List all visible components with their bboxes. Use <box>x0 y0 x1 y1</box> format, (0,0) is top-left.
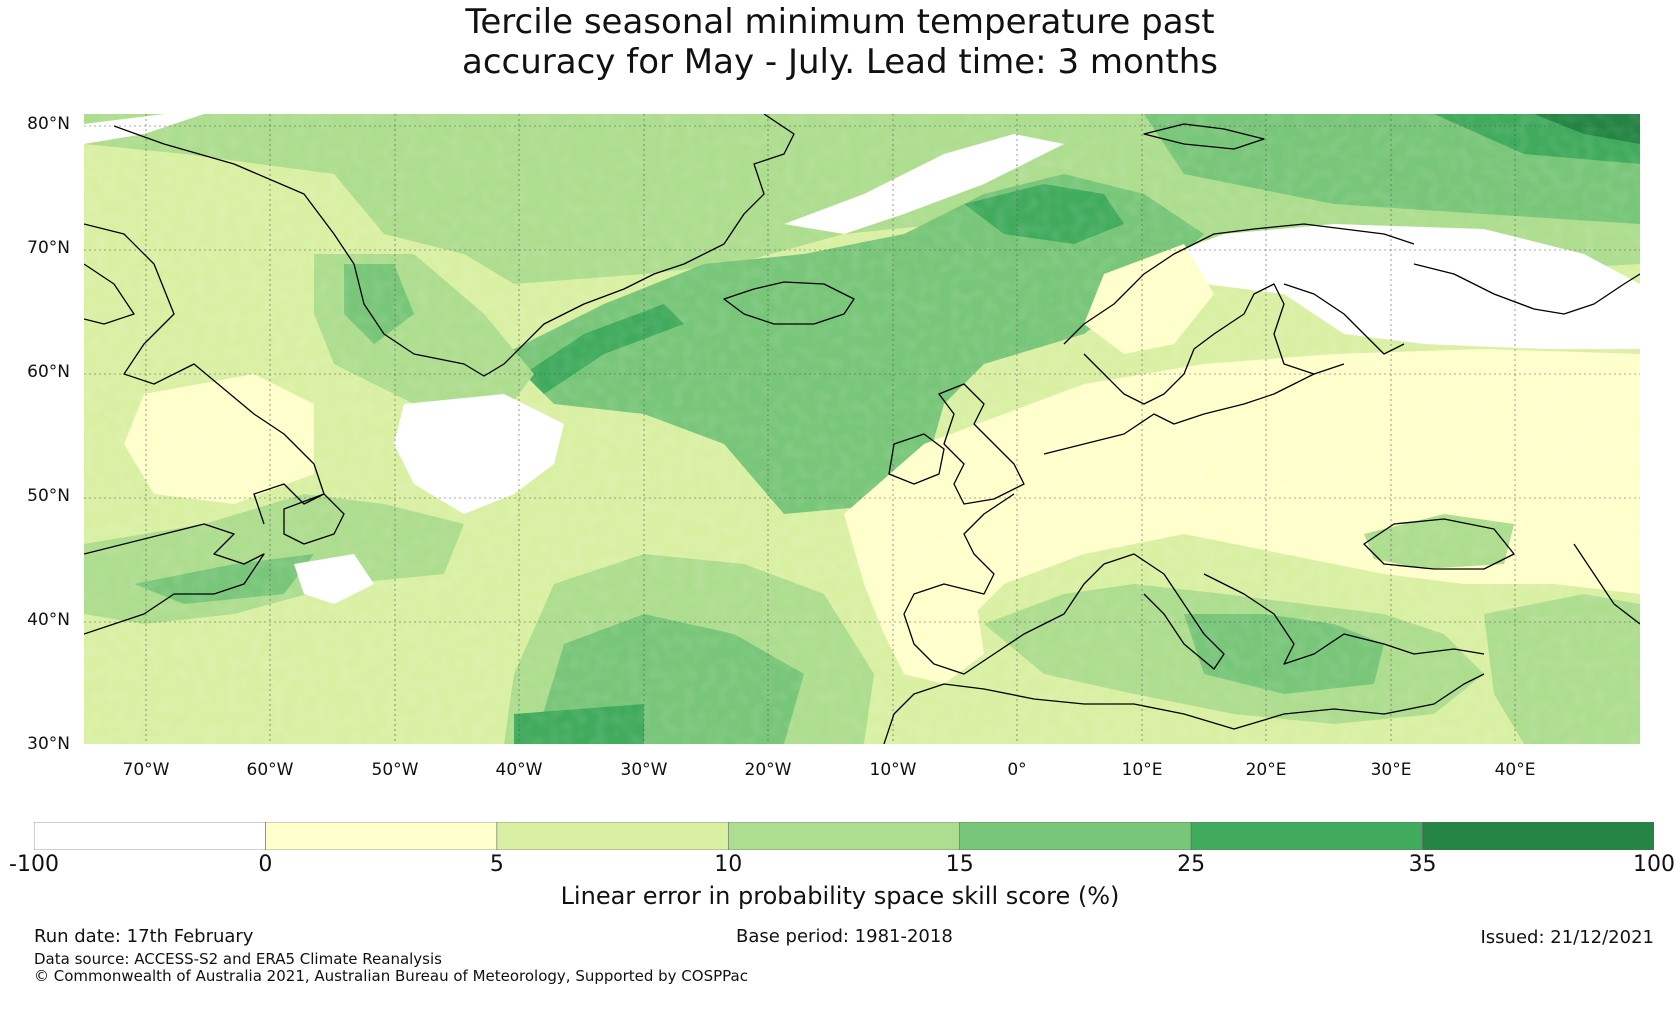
colorbar-tick: 25 <box>1177 852 1206 877</box>
coast-norway <box>1063 223 1415 345</box>
colorbar-bin-5 <box>1190 822 1423 850</box>
colorbar-tick: 5 <box>489 852 504 877</box>
map-panel[interactable] <box>84 114 1640 744</box>
lon-label-30w: 30°W <box>620 760 668 780</box>
lat-label-80: 80°N <box>27 114 70 134</box>
colorbar-tick: 35 <box>1408 852 1437 877</box>
coast-balkans <box>1203 573 1485 665</box>
graticule <box>84 114 1640 744</box>
lat-label-30: 30°N <box>27 734 70 754</box>
coast-italy <box>1103 553 1225 670</box>
title-line-1: Tercile seasonal minimum temperature pas… <box>465 2 1215 42</box>
colorbar <box>34 822 1654 850</box>
colorbar-bin-6 <box>1422 822 1654 850</box>
coast-nova-scotia <box>84 523 265 635</box>
lat-label-40: 40°N <box>27 610 70 630</box>
lat-label-70: 70°N <box>27 238 70 258</box>
colorbar-tick: 100 <box>1633 852 1675 877</box>
run-date: Run date: 17th February <box>34 926 254 947</box>
coast-britain <box>938 383 1025 505</box>
skill-score-map[interactable] <box>84 114 1640 744</box>
lon-label-40w: 40°W <box>495 760 543 780</box>
lon-label-10w: 10°W <box>869 760 917 780</box>
coast-newfoundland <box>283 493 345 545</box>
coast-sweden <box>1083 283 1345 405</box>
coast-baffin <box>84 263 135 325</box>
lat-label-50: 50°N <box>27 486 70 506</box>
coastlines <box>84 114 1640 744</box>
lat-label-60: 60°N <box>27 362 70 382</box>
coast-finland <box>1283 283 1405 355</box>
issued-date: Issued: 21/12/2021 <box>1480 927 1654 948</box>
lon-label-20w: 20°W <box>744 760 792 780</box>
colorbar-swatches <box>34 822 1654 850</box>
colorbar-bin-0 <box>34 822 266 850</box>
coast-north-africa <box>883 673 1485 744</box>
lon-label-30e: 30°E <box>1370 760 1412 780</box>
coast-greenland <box>113 114 795 377</box>
lon-label-0: 0° <box>1007 760 1027 780</box>
colorbar-bin-3 <box>727 822 961 850</box>
coast-france <box>903 493 1105 675</box>
coast-kola <box>1413 263 1640 315</box>
skill-fields <box>84 114 1640 744</box>
lon-label-20e: 20°E <box>1245 760 1287 780</box>
lon-label-70w: 70°W <box>122 760 170 780</box>
coast-labrador <box>84 223 325 525</box>
lon-label-50w: 50°W <box>371 760 419 780</box>
coast-black-sea <box>1363 518 1515 570</box>
colorbar-bin-4 <box>959 822 1192 850</box>
title-line-2: accuracy for May - July. Lead time: 3 mo… <box>462 42 1218 82</box>
colorbar-bin-1 <box>265 822 498 850</box>
coast-east <box>1573 543 1640 625</box>
colorbar-label: Linear error in probability space skill … <box>560 882 1120 910</box>
copyright: © Commonwealth of Australia 2021, Austra… <box>34 967 748 985</box>
colorbar-tick: -100 <box>9 852 59 877</box>
coast-iceland <box>723 281 855 325</box>
lon-label-40e: 40°E <box>1494 760 1536 780</box>
coast-arctic-islands <box>1143 123 1265 150</box>
data-source: Data source: ACCESS-S2 and ERA5 Climate … <box>34 950 442 968</box>
coast-ireland <box>888 433 945 485</box>
base-period: Base period: 1981-2018 <box>736 926 953 947</box>
coast-continent <box>1043 373 1315 455</box>
lon-label-10e: 10°E <box>1121 760 1163 780</box>
colorbar-tick: 15 <box>945 852 974 877</box>
colorbar-bin-2 <box>496 822 729 850</box>
map-title: Tercile seasonal minimum temperature pas… <box>0 2 1680 82</box>
colorbar-tick: 0 <box>258 852 273 877</box>
lon-label-60w: 60°W <box>246 760 294 780</box>
colorbar-tick: 10 <box>714 852 743 877</box>
